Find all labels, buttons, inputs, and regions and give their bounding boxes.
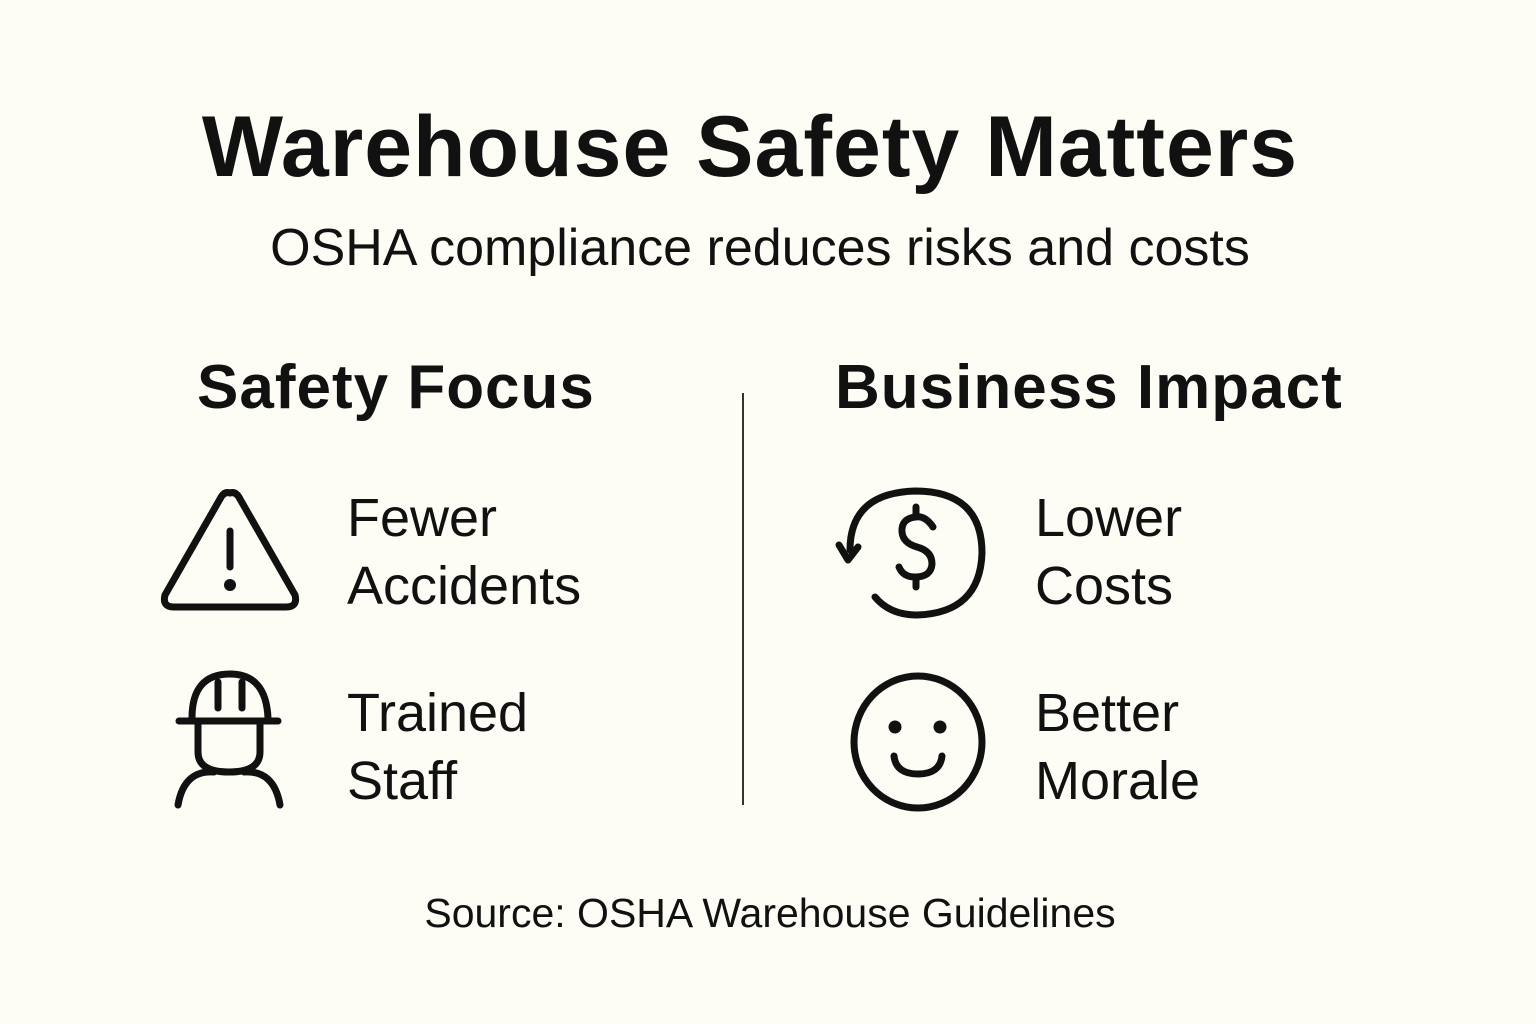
label-line: Staff bbox=[347, 751, 458, 811]
fewer-accidents-label: Fewer Accidents bbox=[347, 484, 581, 620]
label-line: Trained bbox=[347, 683, 529, 743]
lower-costs-label: Lower Costs bbox=[1035, 484, 1182, 620]
label-line: Accidents bbox=[347, 556, 582, 616]
label-line: Better bbox=[1035, 683, 1180, 743]
source-note: Source: OSHA Warehouse Guidelines bbox=[424, 890, 1116, 936]
subtitle: OSHA compliance reduces risks and costs bbox=[270, 219, 1250, 277]
page-title: Warehouse Safety Matters bbox=[201, 99, 1299, 195]
safety-focus-heading: Safety Focus bbox=[197, 353, 595, 422]
business-impact-heading: Business Impact bbox=[835, 353, 1343, 422]
column-divider bbox=[742, 393, 744, 805]
smiley-face-icon bbox=[850, 672, 986, 812]
hard-hat-worker-icon bbox=[174, 670, 284, 809]
trained-staff-label: Trained Staff bbox=[347, 679, 528, 815]
label-line: Costs bbox=[1035, 556, 1174, 616]
better-morale-label: Better Morale bbox=[1035, 679, 1200, 815]
dollar-cycle-icon bbox=[835, 487, 986, 619]
label-line: Lower bbox=[1035, 488, 1183, 548]
warning-triangle-icon bbox=[160, 489, 300, 611]
label-line: Fewer bbox=[347, 488, 498, 548]
label-line: Morale bbox=[1035, 751, 1201, 811]
